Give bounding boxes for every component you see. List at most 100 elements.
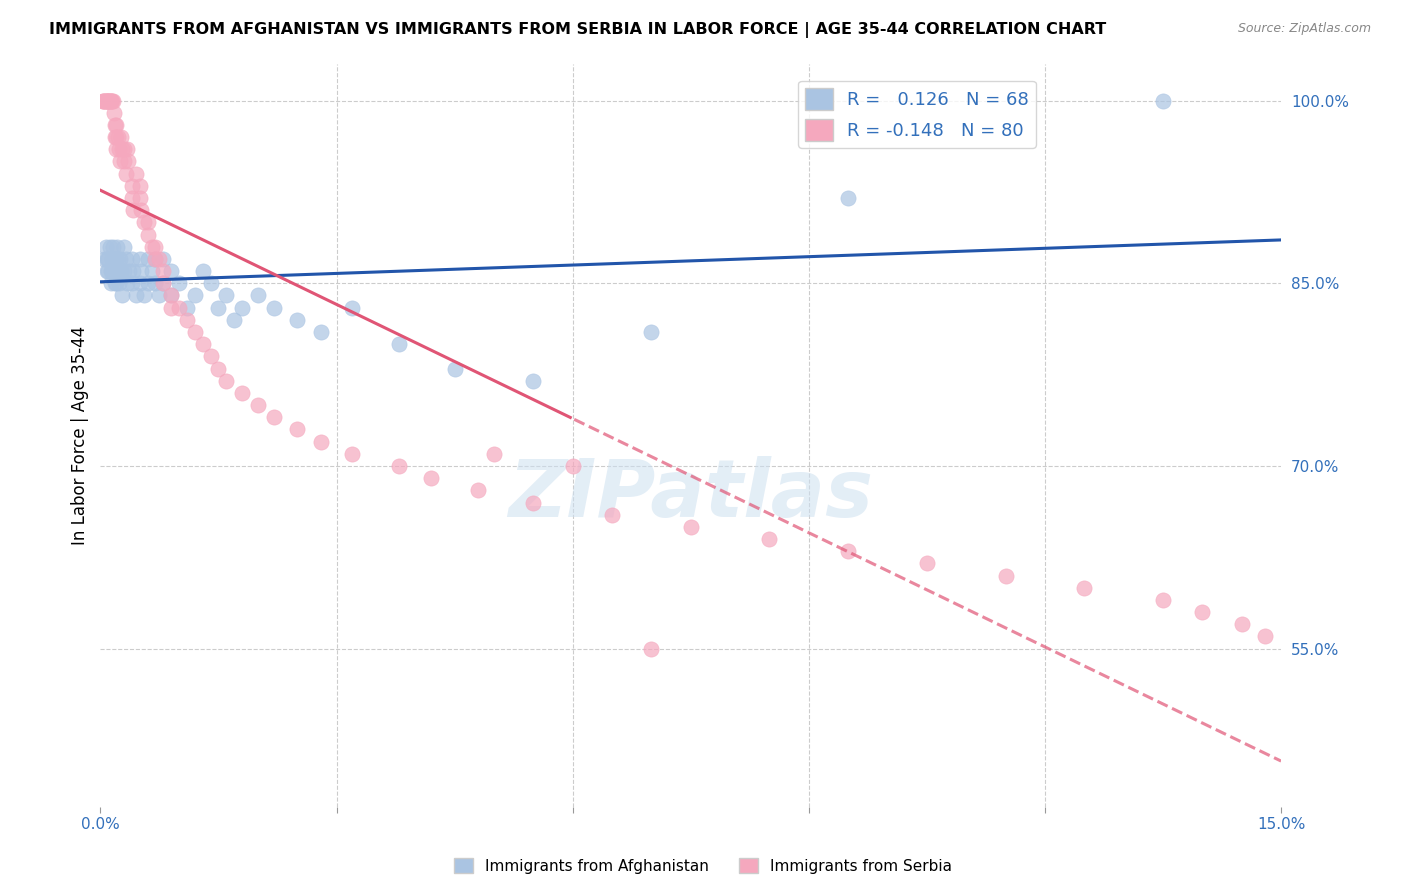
Point — [215, 288, 238, 302]
Point — [758, 532, 780, 546]
Point — [160, 301, 183, 315]
Point — [152, 264, 174, 278]
Point — [309, 434, 332, 449]
Point — [1230, 617, 1253, 632]
Point — [94, 94, 117, 108]
Point — [105, 252, 128, 266]
Point — [108, 277, 131, 291]
Point — [105, 240, 128, 254]
Point — [136, 252, 159, 266]
Point — [125, 288, 148, 302]
Point — [640, 325, 662, 339]
Point — [132, 215, 155, 229]
Point — [94, 94, 117, 108]
Point — [231, 301, 253, 315]
Point — [96, 94, 118, 108]
Point — [118, 264, 141, 278]
Point — [101, 240, 124, 254]
Point — [129, 203, 152, 218]
Point — [837, 544, 859, 558]
Point — [108, 154, 131, 169]
Point — [129, 264, 152, 278]
Point — [98, 240, 121, 254]
Point — [915, 557, 938, 571]
Point — [148, 252, 170, 266]
Point — [160, 264, 183, 278]
Point — [200, 277, 222, 291]
Point — [107, 252, 129, 266]
Point — [114, 167, 136, 181]
Point — [145, 252, 167, 266]
Point — [420, 471, 443, 485]
Point — [93, 252, 115, 266]
Point — [600, 508, 623, 522]
Point — [467, 483, 489, 498]
Point — [108, 252, 131, 266]
Point — [117, 154, 139, 169]
Point — [191, 264, 214, 278]
Point — [103, 105, 125, 120]
Point — [141, 240, 163, 254]
Point — [112, 142, 135, 156]
Legend: Immigrants from Afghanistan, Immigrants from Serbia: Immigrants from Afghanistan, Immigrants … — [449, 852, 957, 880]
Point — [97, 264, 120, 278]
Point — [679, 520, 702, 534]
Point — [145, 240, 167, 254]
Point — [91, 94, 114, 108]
Point — [1191, 605, 1213, 619]
Point — [96, 252, 118, 266]
Point — [994, 568, 1017, 582]
Point — [121, 277, 143, 291]
Point — [231, 385, 253, 400]
Point — [128, 252, 150, 266]
Point — [136, 215, 159, 229]
Point — [108, 142, 131, 156]
Point — [176, 301, 198, 315]
Point — [110, 130, 132, 145]
Point — [112, 264, 135, 278]
Point — [104, 277, 127, 291]
Point — [103, 252, 125, 266]
Point — [103, 264, 125, 278]
Point — [115, 142, 138, 156]
Point — [145, 277, 167, 291]
Point — [93, 94, 115, 108]
Point — [136, 277, 159, 291]
Legend: R =   0.126   N = 68, R = -0.148   N = 80: R = 0.126 N = 68, R = -0.148 N = 80 — [799, 80, 1036, 148]
Point — [309, 325, 332, 339]
Point — [837, 191, 859, 205]
Point — [263, 301, 285, 315]
Point — [97, 252, 120, 266]
Point — [97, 94, 120, 108]
Point — [388, 458, 411, 473]
Point — [121, 178, 143, 193]
Point — [110, 288, 132, 302]
Text: IMMIGRANTS FROM AFGHANISTAN VS IMMIGRANTS FROM SERBIA IN LABOR FORCE | AGE 35-44: IMMIGRANTS FROM AFGHANISTAN VS IMMIGRANT… — [49, 22, 1107, 38]
Point — [224, 313, 246, 327]
Point — [152, 277, 174, 291]
Point — [97, 94, 120, 108]
Point — [121, 252, 143, 266]
Point — [122, 264, 145, 278]
Point — [101, 94, 124, 108]
Point — [207, 361, 229, 376]
Point — [100, 94, 122, 108]
Point — [191, 337, 214, 351]
Point — [1073, 581, 1095, 595]
Point — [110, 264, 132, 278]
Point — [152, 277, 174, 291]
Point — [101, 252, 124, 266]
Point — [112, 240, 135, 254]
Point — [148, 288, 170, 302]
Point — [115, 277, 138, 291]
Point — [101, 264, 124, 278]
Point — [141, 264, 163, 278]
Point — [110, 142, 132, 156]
Y-axis label: In Labor Force | Age 35-44: In Labor Force | Age 35-44 — [72, 326, 89, 545]
Point — [160, 288, 183, 302]
Point — [107, 130, 129, 145]
Text: Source: ZipAtlas.com: Source: ZipAtlas.com — [1237, 22, 1371, 36]
Point — [105, 264, 128, 278]
Point — [94, 240, 117, 254]
Point — [640, 641, 662, 656]
